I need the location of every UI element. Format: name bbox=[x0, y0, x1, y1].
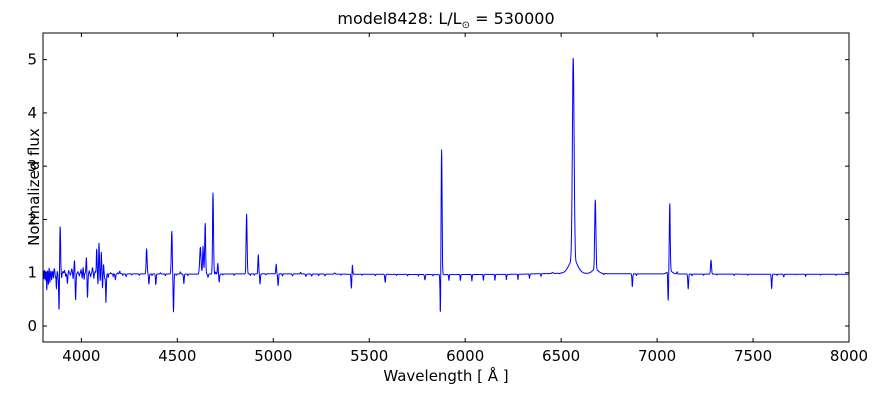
y-tick-label: 4 bbox=[27, 104, 37, 122]
x-tick-label: 5000 bbox=[254, 347, 292, 365]
x-tick-label: 6500 bbox=[542, 347, 580, 365]
x-tick-label: 6000 bbox=[446, 347, 484, 365]
y-axis-label: Normalized flux bbox=[25, 128, 43, 246]
y-tick-label: 1 bbox=[27, 264, 37, 282]
y-tick-label: 2 bbox=[27, 210, 37, 228]
spectrum-line bbox=[42, 57, 850, 313]
chart-title-value: = 530000 bbox=[469, 9, 555, 28]
y-tick-label: 0 bbox=[27, 317, 37, 335]
x-axis-label: Wavelength [ Å ] bbox=[383, 367, 509, 385]
x-tick-label: 5500 bbox=[350, 347, 388, 365]
x-tick-label: 8000 bbox=[830, 347, 868, 365]
x-tick-label: 7500 bbox=[734, 347, 772, 365]
x-tick-label: 7000 bbox=[638, 347, 676, 365]
chart-title-main: model8428: L/L bbox=[337, 9, 462, 28]
x-tick-label: 4000 bbox=[62, 347, 100, 365]
y-tick-label: 3 bbox=[27, 157, 37, 175]
y-tick-label: 5 bbox=[27, 51, 37, 69]
plot-frame bbox=[42, 32, 850, 343]
x-tick-label: 4500 bbox=[158, 347, 196, 365]
sun-symbol: ⊙ bbox=[461, 20, 470, 31]
chart-title: model8428: L/L⊙ = 530000 bbox=[43, 9, 849, 31]
